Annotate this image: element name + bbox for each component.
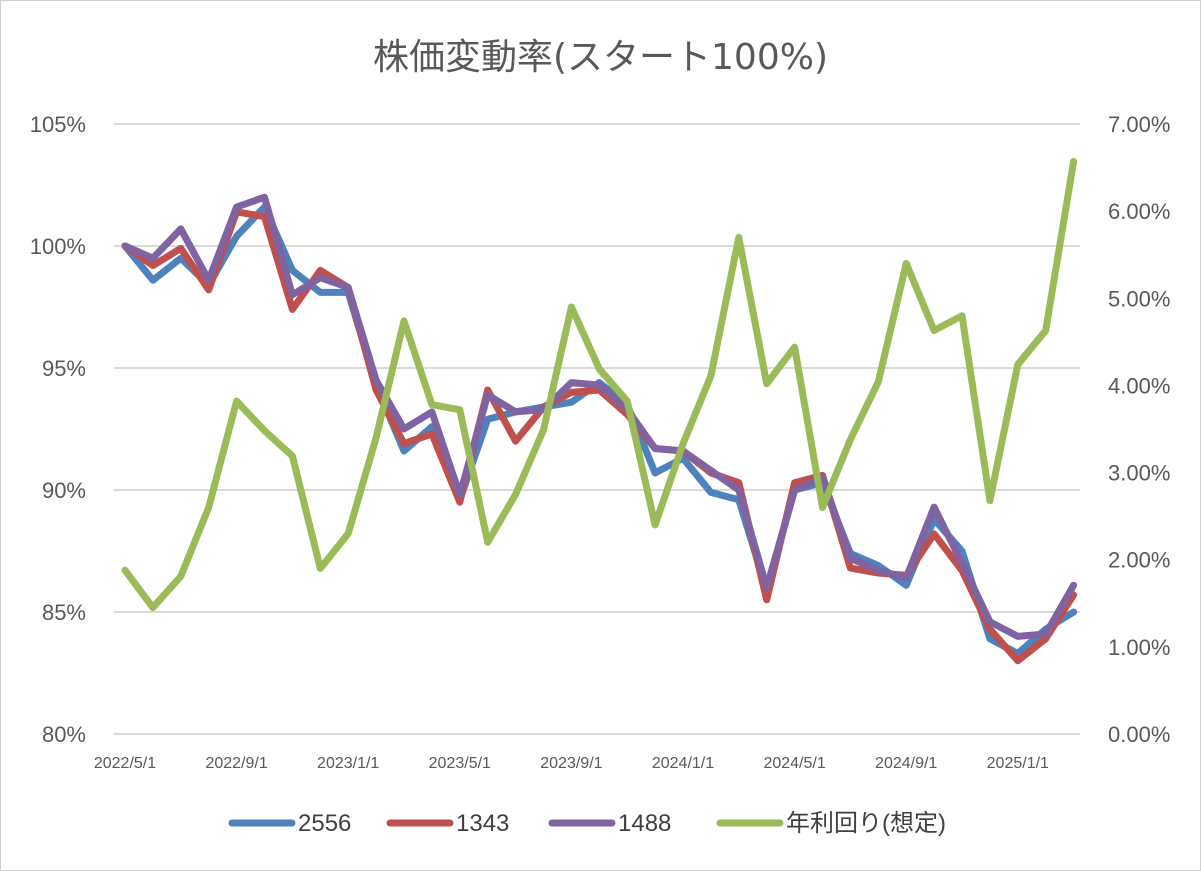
left-tick-label: 95% xyxy=(42,356,86,381)
left-tick-label: 100% xyxy=(30,234,86,259)
right-tick-label: 7.00% xyxy=(1108,112,1170,137)
right-tick-label: 2.00% xyxy=(1108,548,1170,573)
series-line-1488 xyxy=(121,193,1078,640)
x-axis-ticks: 2022/5/1 2022/9/1 2023/1/1 2023/5/1 2023/9/1… xyxy=(94,755,1049,772)
x-tick-label: 2025/1/1 xyxy=(987,755,1049,772)
right-tick-label: 6.00% xyxy=(1108,199,1170,224)
x-tick-label: 2023/9/1 xyxy=(540,755,602,772)
right-tick-label: 3.00% xyxy=(1108,461,1170,486)
x-tick-label: 2023/5/1 xyxy=(429,755,491,772)
x-tick-label: 2022/5/1 xyxy=(94,755,156,772)
right-tick-label: 4.00% xyxy=(1108,373,1170,398)
left-tick-label: 80% xyxy=(42,722,86,747)
left-axis-ticks: 105% 100% 95% 90% 85% 80% xyxy=(30,112,86,747)
series-line-年利回り(想定) xyxy=(121,158,1078,612)
right-axis-ticks: 7.00% 6.00% 5.00% 4.00% 3.00% 2.00% 1.00% 0.00% xyxy=(1108,112,1170,747)
series-lines xyxy=(121,158,1078,665)
left-tick-label: 90% xyxy=(42,478,86,503)
x-tick-label: 2024/1/1 xyxy=(652,755,714,772)
legend: 2556 1343 1488 年利回り(想定) xyxy=(228,810,946,837)
x-tick-label: 2024/9/1 xyxy=(875,755,937,772)
chart-title: 株価変動率(スタート100%) xyxy=(372,37,828,78)
right-tick-label: 0.00% xyxy=(1108,722,1170,747)
x-tick-label: 2024/5/1 xyxy=(763,755,825,772)
legend-label: 年利回り(想定) xyxy=(786,810,946,837)
x-tick-label: 2022/9/1 xyxy=(205,755,267,772)
left-tick-label: 105% xyxy=(30,112,86,137)
right-tick-label: 5.00% xyxy=(1108,286,1170,311)
legend-label: 1488 xyxy=(618,810,671,837)
legend-label: 2556 xyxy=(298,810,351,837)
right-tick-label: 1.00% xyxy=(1108,635,1170,660)
x-tick-label: 2023/1/1 xyxy=(317,755,379,772)
legend-label: 1343 xyxy=(456,810,509,837)
left-tick-label: 85% xyxy=(42,600,86,625)
